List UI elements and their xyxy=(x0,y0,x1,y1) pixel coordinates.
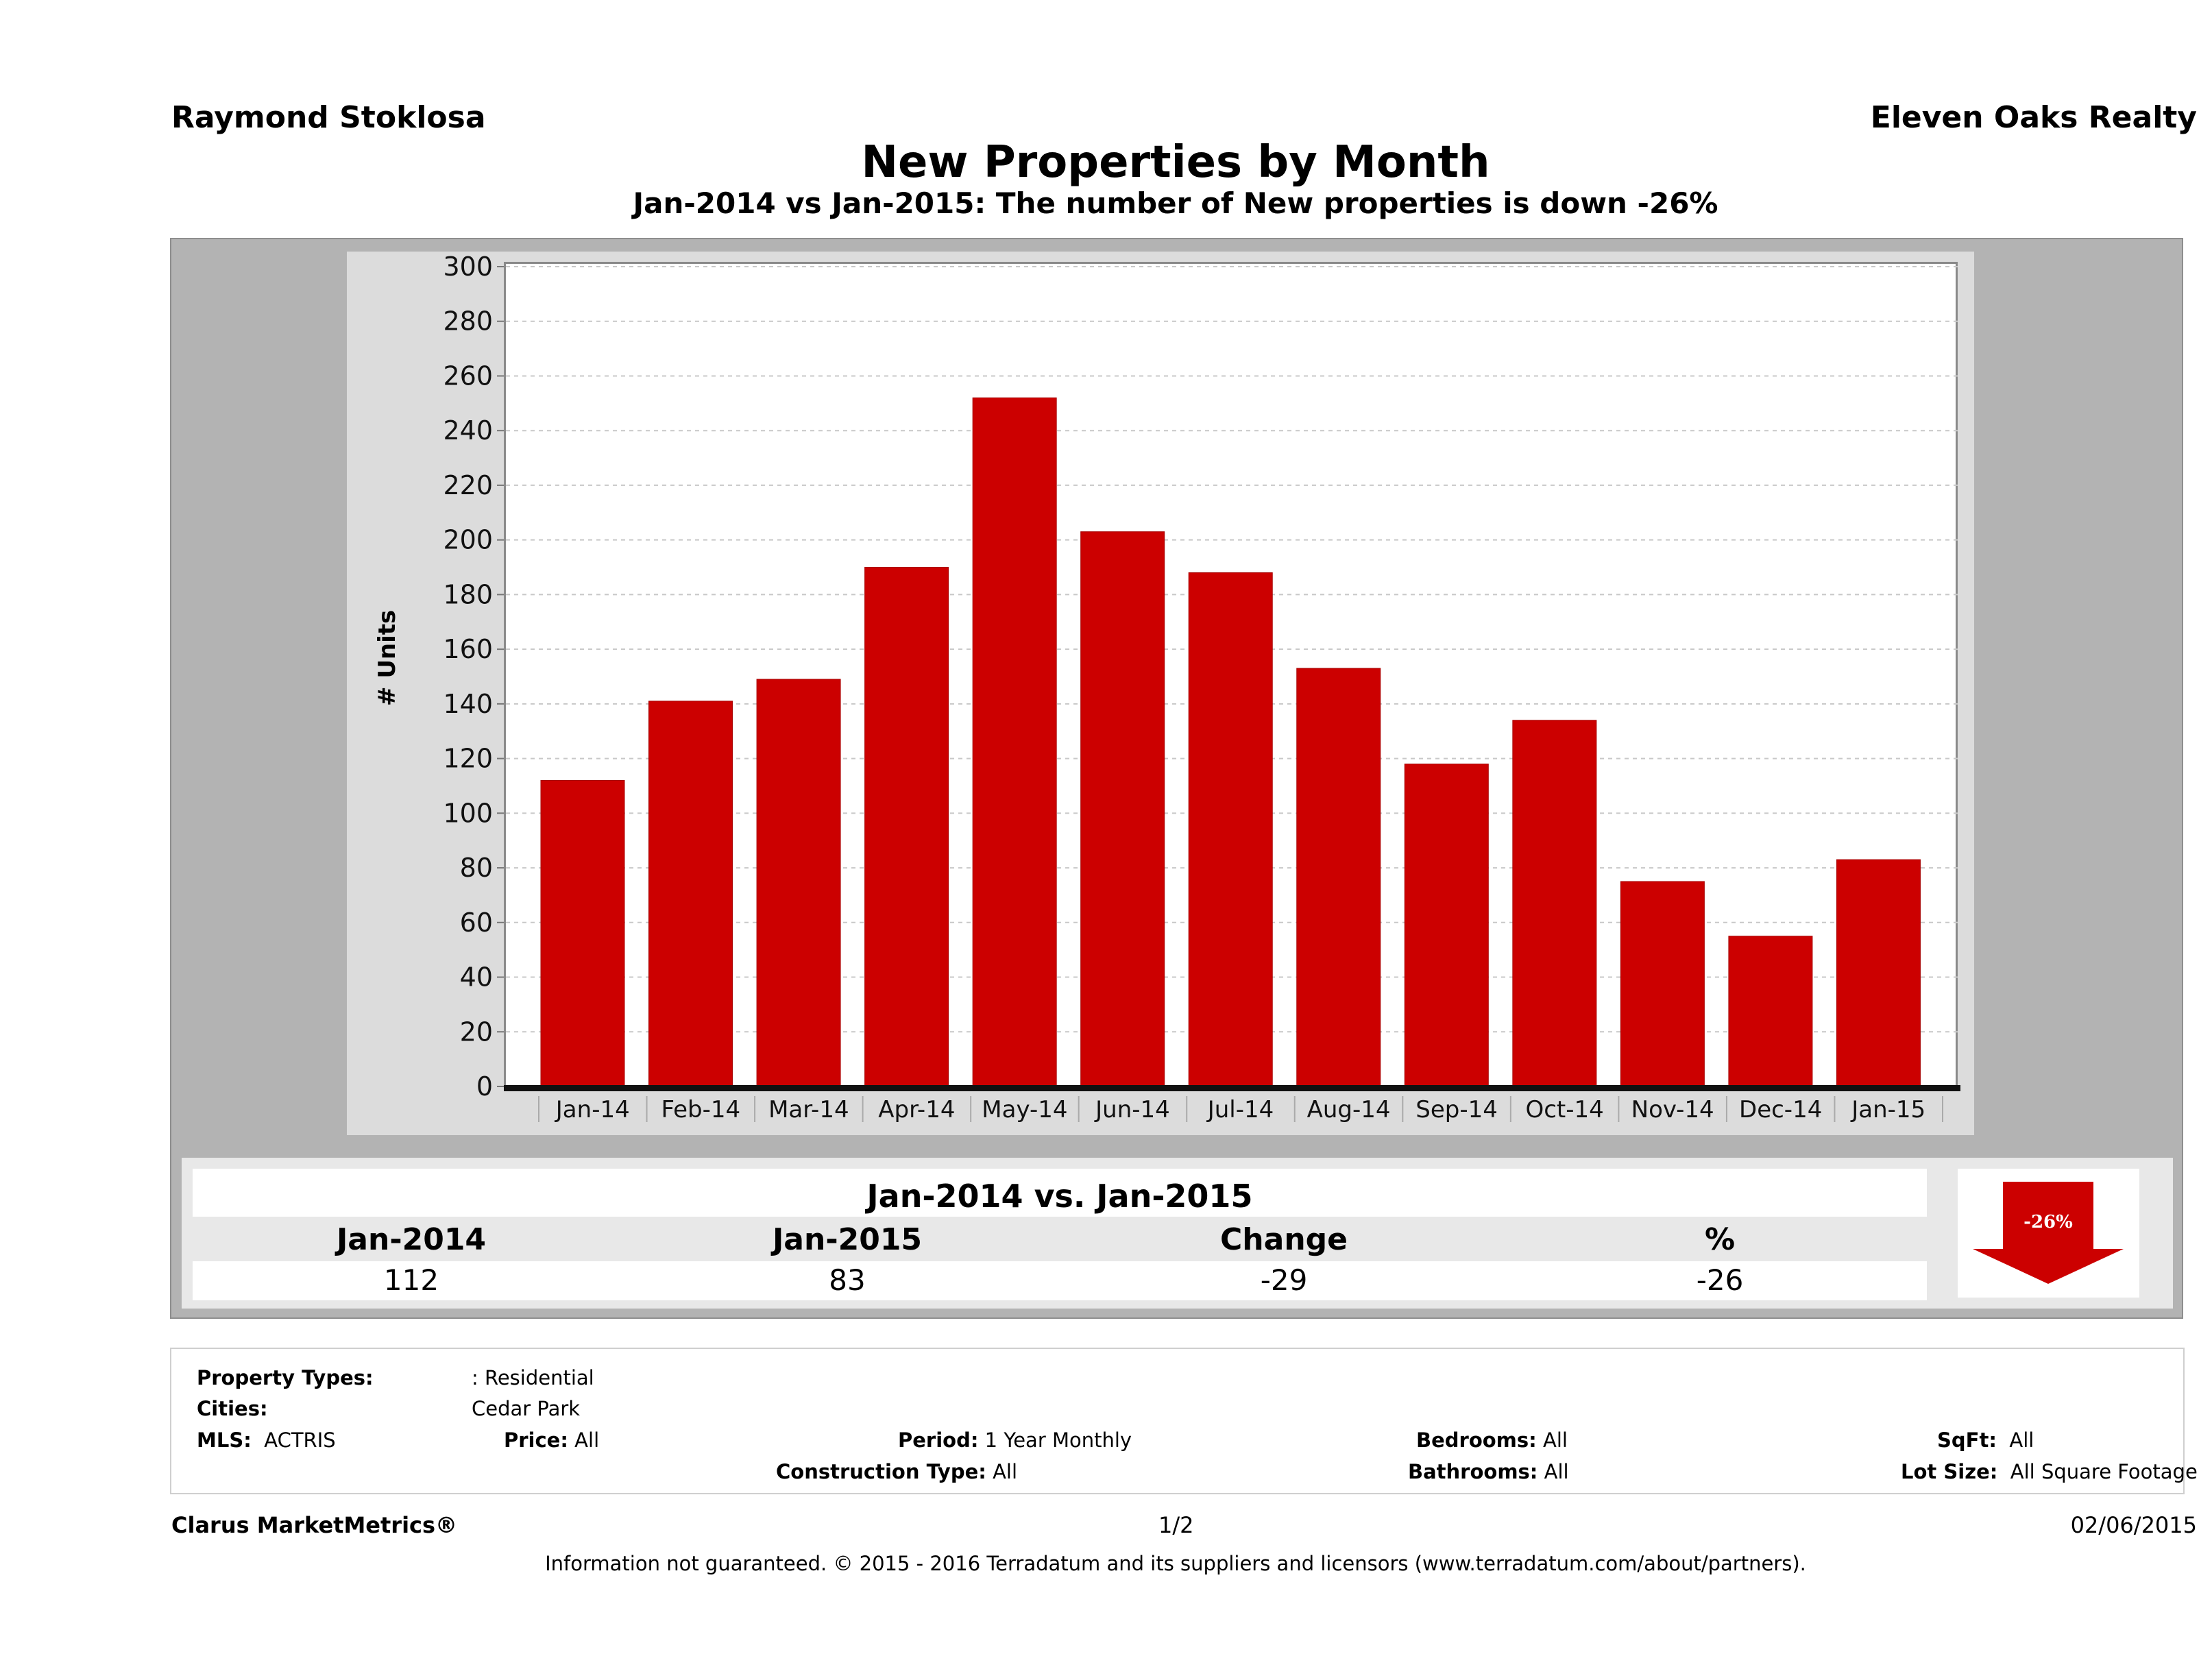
y-tick-label: 120 xyxy=(443,744,493,774)
filter-period: Period: 1 Year Monthly xyxy=(898,1428,1132,1452)
y-tick-label: 260 xyxy=(443,361,493,391)
y-tick-label: 280 xyxy=(443,306,493,337)
y-tick-label: 140 xyxy=(443,689,493,719)
x-tick-label: Sep-14 xyxy=(1415,1096,1498,1123)
y-tick-label: 80 xyxy=(460,853,493,883)
value-jan-2014: 112 xyxy=(383,1263,439,1297)
x-tick-label: Apr-14 xyxy=(878,1096,955,1123)
filter-mls: MLS: ACTRIS xyxy=(197,1428,336,1452)
filter-price: Price: All xyxy=(504,1428,600,1452)
y-tick-label: 20 xyxy=(460,1017,493,1047)
value-change: -29 xyxy=(1260,1263,1308,1297)
chart-title: New Properties by Month xyxy=(861,137,1490,188)
report-date: 02/06/2015 xyxy=(2070,1512,2197,1538)
x-tick-label: Nov-14 xyxy=(1631,1096,1714,1123)
product-name: Clarus MarketMetrics® xyxy=(171,1512,458,1538)
filter-property-types-label: Property Types: xyxy=(197,1366,374,1389)
filter-summary xyxy=(170,1348,2185,1494)
bar-apr-14 xyxy=(864,567,949,1087)
y-tick-label: 60 xyxy=(460,908,493,938)
y-tick-label: 220 xyxy=(443,470,493,500)
down-arrow-icon: -26% xyxy=(1973,1182,2124,1284)
x-tick-label: May-14 xyxy=(982,1096,1067,1123)
x-tick-label: Mar-14 xyxy=(768,1096,849,1123)
filter-bedrooms: Bedrooms: All xyxy=(1416,1428,1568,1452)
agent-name: Raymond Stoklosa xyxy=(171,100,486,135)
bar-aug-14 xyxy=(1296,668,1381,1087)
filter-cities-value: Cedar Park xyxy=(472,1397,581,1420)
x-tick-label: Aug-14 xyxy=(1307,1096,1391,1123)
filter-cities-label: Cities: xyxy=(197,1397,268,1420)
x-tick-label: Feb-14 xyxy=(661,1096,740,1123)
x-tick-label: Oct-14 xyxy=(1525,1096,1603,1123)
filter-construction-type: Construction Type: All xyxy=(776,1460,1018,1483)
x-tick-label: Dec-14 xyxy=(1739,1096,1822,1123)
brokerage-name: Eleven Oaks Realty xyxy=(1870,100,2197,135)
bar-chart: 0 20 40 60 80 100 120 140 160 180 200 220 240 260 280 3… xyxy=(443,252,1960,1123)
y-tick-label: 240 xyxy=(443,415,493,446)
y-tick-label: 100 xyxy=(443,798,493,828)
bar-jan-15 xyxy=(1836,859,1921,1087)
x-axis-line xyxy=(504,1085,1960,1091)
badge-text: -26% xyxy=(2023,1212,2073,1232)
y-tick-label: 0 xyxy=(476,1071,493,1102)
x-tick-label: Jan-15 xyxy=(1850,1096,1925,1123)
x-tick-label: Jul-14 xyxy=(1206,1096,1274,1123)
y-tick-label: 40 xyxy=(460,962,493,993)
comparison-title-row xyxy=(193,1169,1927,1217)
disclaimer: Information not guaranteed. © 2015 - 201… xyxy=(545,1552,1806,1575)
value-percent: -26 xyxy=(1696,1263,1744,1297)
bar-dec-14 xyxy=(1728,936,1813,1087)
bar-jul-14 xyxy=(1188,572,1273,1087)
bar-jun-14 xyxy=(1080,531,1165,1087)
col-header-percent: % xyxy=(1704,1222,1736,1257)
col-header-jan-2015: Jan-2015 xyxy=(772,1222,923,1257)
value-jan-2015: 83 xyxy=(829,1263,866,1297)
comparison-value-row xyxy=(193,1261,1927,1300)
filter-sqft: SqFt: All xyxy=(1937,1428,2034,1452)
bar-feb-14 xyxy=(648,701,733,1087)
col-header-jan-2014: Jan-2014 xyxy=(336,1222,487,1257)
filter-bathrooms: Bathrooms: All xyxy=(1408,1460,1569,1483)
bar-nov-14 xyxy=(1620,881,1705,1087)
bar-oct-14 xyxy=(1512,720,1597,1087)
change-badge: -26% xyxy=(1958,1169,2139,1298)
y-tick-label: 180 xyxy=(443,579,493,609)
y-tick-label: 200 xyxy=(443,525,493,555)
bar-mar-14 xyxy=(756,679,841,1087)
y-tick-label: 160 xyxy=(443,634,493,664)
x-tick-label: Jan-14 xyxy=(555,1096,630,1123)
col-header-change: Change xyxy=(1220,1222,1348,1257)
y-tick-label: 300 xyxy=(443,252,493,282)
y-axis-label: # Units xyxy=(374,609,401,706)
x-tick-label: Jun-14 xyxy=(1094,1096,1170,1123)
comparison-title: Jan-2014 vs. Jan-2015 xyxy=(866,1178,1253,1215)
page-number: 1/2 xyxy=(1158,1512,1194,1538)
bar-may-14 xyxy=(972,397,1057,1087)
filter-lot-size: Lot Size: All Square Footage xyxy=(1901,1460,2198,1483)
bar-jan-14 xyxy=(540,779,625,1087)
filter-property-types-value: : Residential xyxy=(472,1366,594,1389)
chart-subtitle: Jan-2014 vs Jan-2015: The number of New … xyxy=(633,186,1718,220)
bar-sep-14 xyxy=(1404,764,1489,1087)
